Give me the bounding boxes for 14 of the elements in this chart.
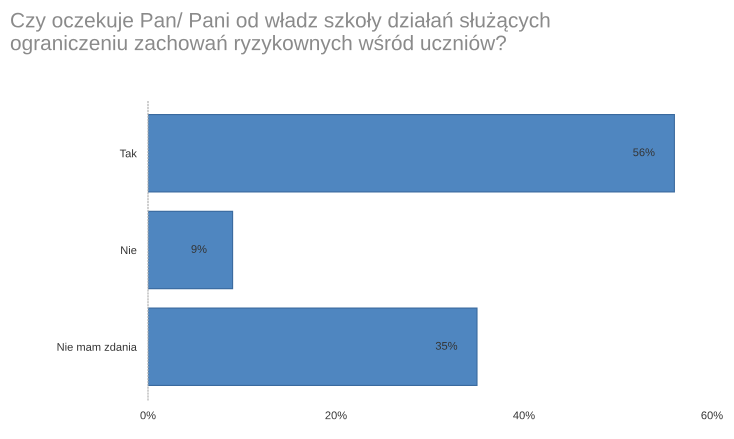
bar	[148, 114, 675, 192]
y-tick-label: Nie	[121, 246, 136, 254]
bar	[148, 308, 478, 386]
x-tick-label: 40%	[513, 411, 535, 420]
x-tick-label: 60%	[701, 411, 723, 420]
x-tick-label: 20%	[325, 411, 347, 420]
data-label: 56%	[633, 148, 655, 156]
y-tick-label: Nie mam zdania	[58, 342, 137, 351]
bar	[148, 210, 234, 290]
x-tick-label: 0%	[140, 411, 156, 420]
y-tick-label: Tak	[120, 149, 137, 158]
data-label: 35%	[436, 342, 458, 350]
chart-title: Czy oczekuje Pan/ Pani od władz szkoły działań służących ograniczeniu zachowań ryzykownych wśród uczniów?	[10, 12, 550, 54]
data-label: 9%	[191, 245, 207, 253]
